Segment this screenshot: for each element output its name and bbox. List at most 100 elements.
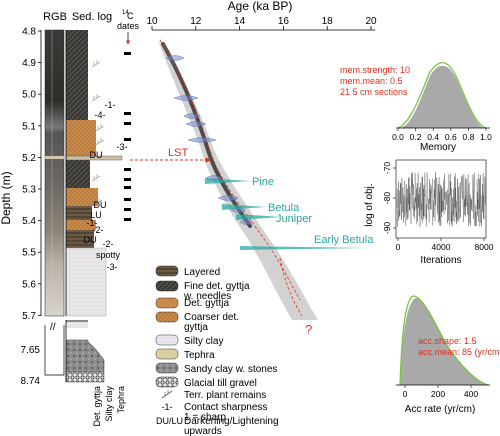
log-xlabel: Iterations bbox=[420, 255, 461, 266]
sedimentary-log bbox=[65, 30, 123, 317]
c14-date-mark bbox=[124, 218, 131, 221]
log-ytick-label: -70 bbox=[382, 162, 392, 175]
sed-code: DU bbox=[94, 200, 107, 210]
acc-param-2: acc.mean: 85 (yr/cm) bbox=[418, 347, 500, 357]
age-tick-label: 14 bbox=[234, 16, 246, 27]
legend-swatch-tephra bbox=[155, 348, 179, 360]
extrapolation-line bbox=[279, 257, 303, 317]
depth-tick-label: 4.8 bbox=[22, 27, 36, 38]
depth-tick-label: 5.1 bbox=[22, 121, 36, 132]
plant-remains-mark bbox=[95, 124, 105, 132]
c14-date-mark bbox=[124, 198, 131, 201]
age-model-core bbox=[161, 42, 252, 228]
c14-date-mark bbox=[124, 186, 131, 189]
lower-column: // 7.65 8.74 Det. gyttja Silty clay Teph… bbox=[21, 320, 126, 427]
c14-date-mark bbox=[124, 168, 131, 171]
lower-label-det-gyttja: Det. gyttja bbox=[92, 386, 102, 427]
memory-param-2: mem.mean: 0.5 bbox=[340, 76, 403, 86]
plant-remains-marks bbox=[91, 60, 105, 206]
date-probability bbox=[165, 55, 185, 61]
legend-swatch-till bbox=[155, 376, 179, 388]
date-probability bbox=[185, 121, 207, 127]
legend-symbol-contact: -1- bbox=[162, 402, 173, 412]
depth-ticks: 4.8 4.9 5.0 5.1 5.2 5.3 5.4 5.5 5.6 5.7 bbox=[22, 27, 41, 322]
sed-code: DU bbox=[90, 150, 103, 160]
plant-remains-mark bbox=[91, 174, 101, 182]
acc-xlabel: Acc rate (yr/cm) bbox=[405, 404, 476, 415]
betula-label: Betula bbox=[268, 202, 300, 214]
mcmc-trace bbox=[396, 172, 486, 227]
acc-prior bbox=[399, 295, 489, 386]
early-betula-horizon bbox=[240, 246, 370, 250]
age-tick-label: 16 bbox=[278, 16, 290, 27]
juniper-horizon bbox=[236, 214, 282, 220]
legend-swatch-silty-clay bbox=[155, 334, 179, 346]
legend-swatch-needles bbox=[155, 280, 179, 292]
memory-param-3: 21 5 cm sections bbox=[340, 87, 408, 97]
age-tick-label: 18 bbox=[322, 16, 334, 27]
svg-text://: // bbox=[50, 322, 56, 333]
depth-tick-label: 5.4 bbox=[22, 216, 36, 227]
log-ytick-label: -90 bbox=[382, 222, 392, 235]
sed-code: -3- bbox=[117, 142, 128, 152]
date-probability bbox=[239, 219, 253, 225]
sed-code: LU bbox=[90, 210, 102, 220]
c14-header-dates: dates bbox=[117, 21, 140, 31]
memory-prior bbox=[397, 62, 487, 129]
age-ticks: 10 12 14 16 18 20 bbox=[146, 16, 377, 30]
depth-tick-765: 7.65 bbox=[21, 345, 41, 356]
question-mark: ? bbox=[305, 322, 312, 337]
legend-label-contact: Contact sharpness 1 = sharp bbox=[184, 402, 267, 423]
memory-tick-label: 0.0 bbox=[392, 132, 404, 142]
acc-tick-label: 400 bbox=[464, 389, 478, 399]
c14-date-marks bbox=[124, 52, 131, 221]
sed-code: DU bbox=[84, 235, 97, 245]
acc-tick-label: 0 bbox=[403, 389, 408, 399]
sedlog-header: Sed. log bbox=[72, 11, 112, 23]
sed-code: -3- bbox=[107, 262, 118, 272]
sed-code: -1- bbox=[87, 218, 98, 228]
acc-tick-label: 200 bbox=[431, 389, 445, 399]
depth-axis-label: Depth (m) bbox=[0, 171, 13, 224]
log-xticks: 0 4000 8000 bbox=[396, 238, 494, 252]
legend-label-needles: Fine det. gyttja w. needles bbox=[183, 281, 250, 302]
age-tick-label: 12 bbox=[190, 16, 202, 27]
sed-code: -2- bbox=[103, 239, 114, 249]
memory-panel: mem.strength: 10 mem.mean: 0.5 21 5 cm s… bbox=[340, 62, 492, 153]
memory-tick-label: 0.2 bbox=[410, 132, 422, 142]
memory-tick-label: 0.6 bbox=[445, 132, 457, 142]
log-panel: log of obj. -70 -80 -90 0 4000 8000 Iteratio… bbox=[364, 159, 494, 266]
depth-axis: Depth (m) 4.8 4.9 5.0 5.1 5.2 5.3 5.4 5.5 5.6 5.7 bbox=[0, 27, 42, 322]
acc-xticks: 0 200 400 bbox=[403, 385, 478, 399]
age-tick-label: 20 bbox=[365, 16, 377, 27]
c14-date-mark bbox=[124, 52, 131, 55]
memory-tick-label: 0.8 bbox=[462, 132, 474, 142]
acc-param-1: acc.shape: 1.5 bbox=[418, 336, 477, 346]
pine-horizon bbox=[205, 178, 250, 184]
date-probability bbox=[187, 137, 217, 143]
sed-code: -1- bbox=[105, 100, 116, 110]
pine-label: Pine bbox=[252, 176, 274, 188]
memory-param-1: mem.strength: 10 bbox=[340, 65, 410, 75]
c14-date-mark bbox=[124, 122, 131, 125]
age-axis: Age (ka BP) 10 12 14 16 18 20 bbox=[146, 0, 377, 31]
age-tick-label: 10 bbox=[146, 16, 158, 27]
depth-tick-label: 5.5 bbox=[22, 248, 36, 259]
date-probability bbox=[173, 95, 199, 101]
log-xtick-label: 8000 bbox=[475, 242, 494, 252]
memory-xticks: 0.0 0.2 0.4 0.6 0.8 1.0 bbox=[392, 128, 492, 142]
legend-swatch-layered bbox=[155, 265, 179, 277]
c14-date-mark bbox=[124, 208, 131, 211]
legend-label-coarse: Coarser det. gyttja bbox=[184, 312, 239, 333]
date-probability bbox=[183, 113, 201, 119]
log-yticks: -70 -80 -90 bbox=[382, 162, 396, 235]
legend-label-dulu: Darkening/Lightening upwards bbox=[184, 416, 279, 436]
rgb-core-image bbox=[44, 29, 65, 317]
log-xtick-label: 4000 bbox=[432, 242, 451, 252]
plant-remains-mark bbox=[93, 198, 103, 206]
lower-label-silty-clay: Silty clay bbox=[104, 386, 114, 422]
legend-label-tephra: Tephra bbox=[184, 350, 215, 361]
legend-label-sandy: Sandy clay w. stones bbox=[184, 364, 277, 375]
log-ytick-label: -80 bbox=[382, 192, 392, 205]
